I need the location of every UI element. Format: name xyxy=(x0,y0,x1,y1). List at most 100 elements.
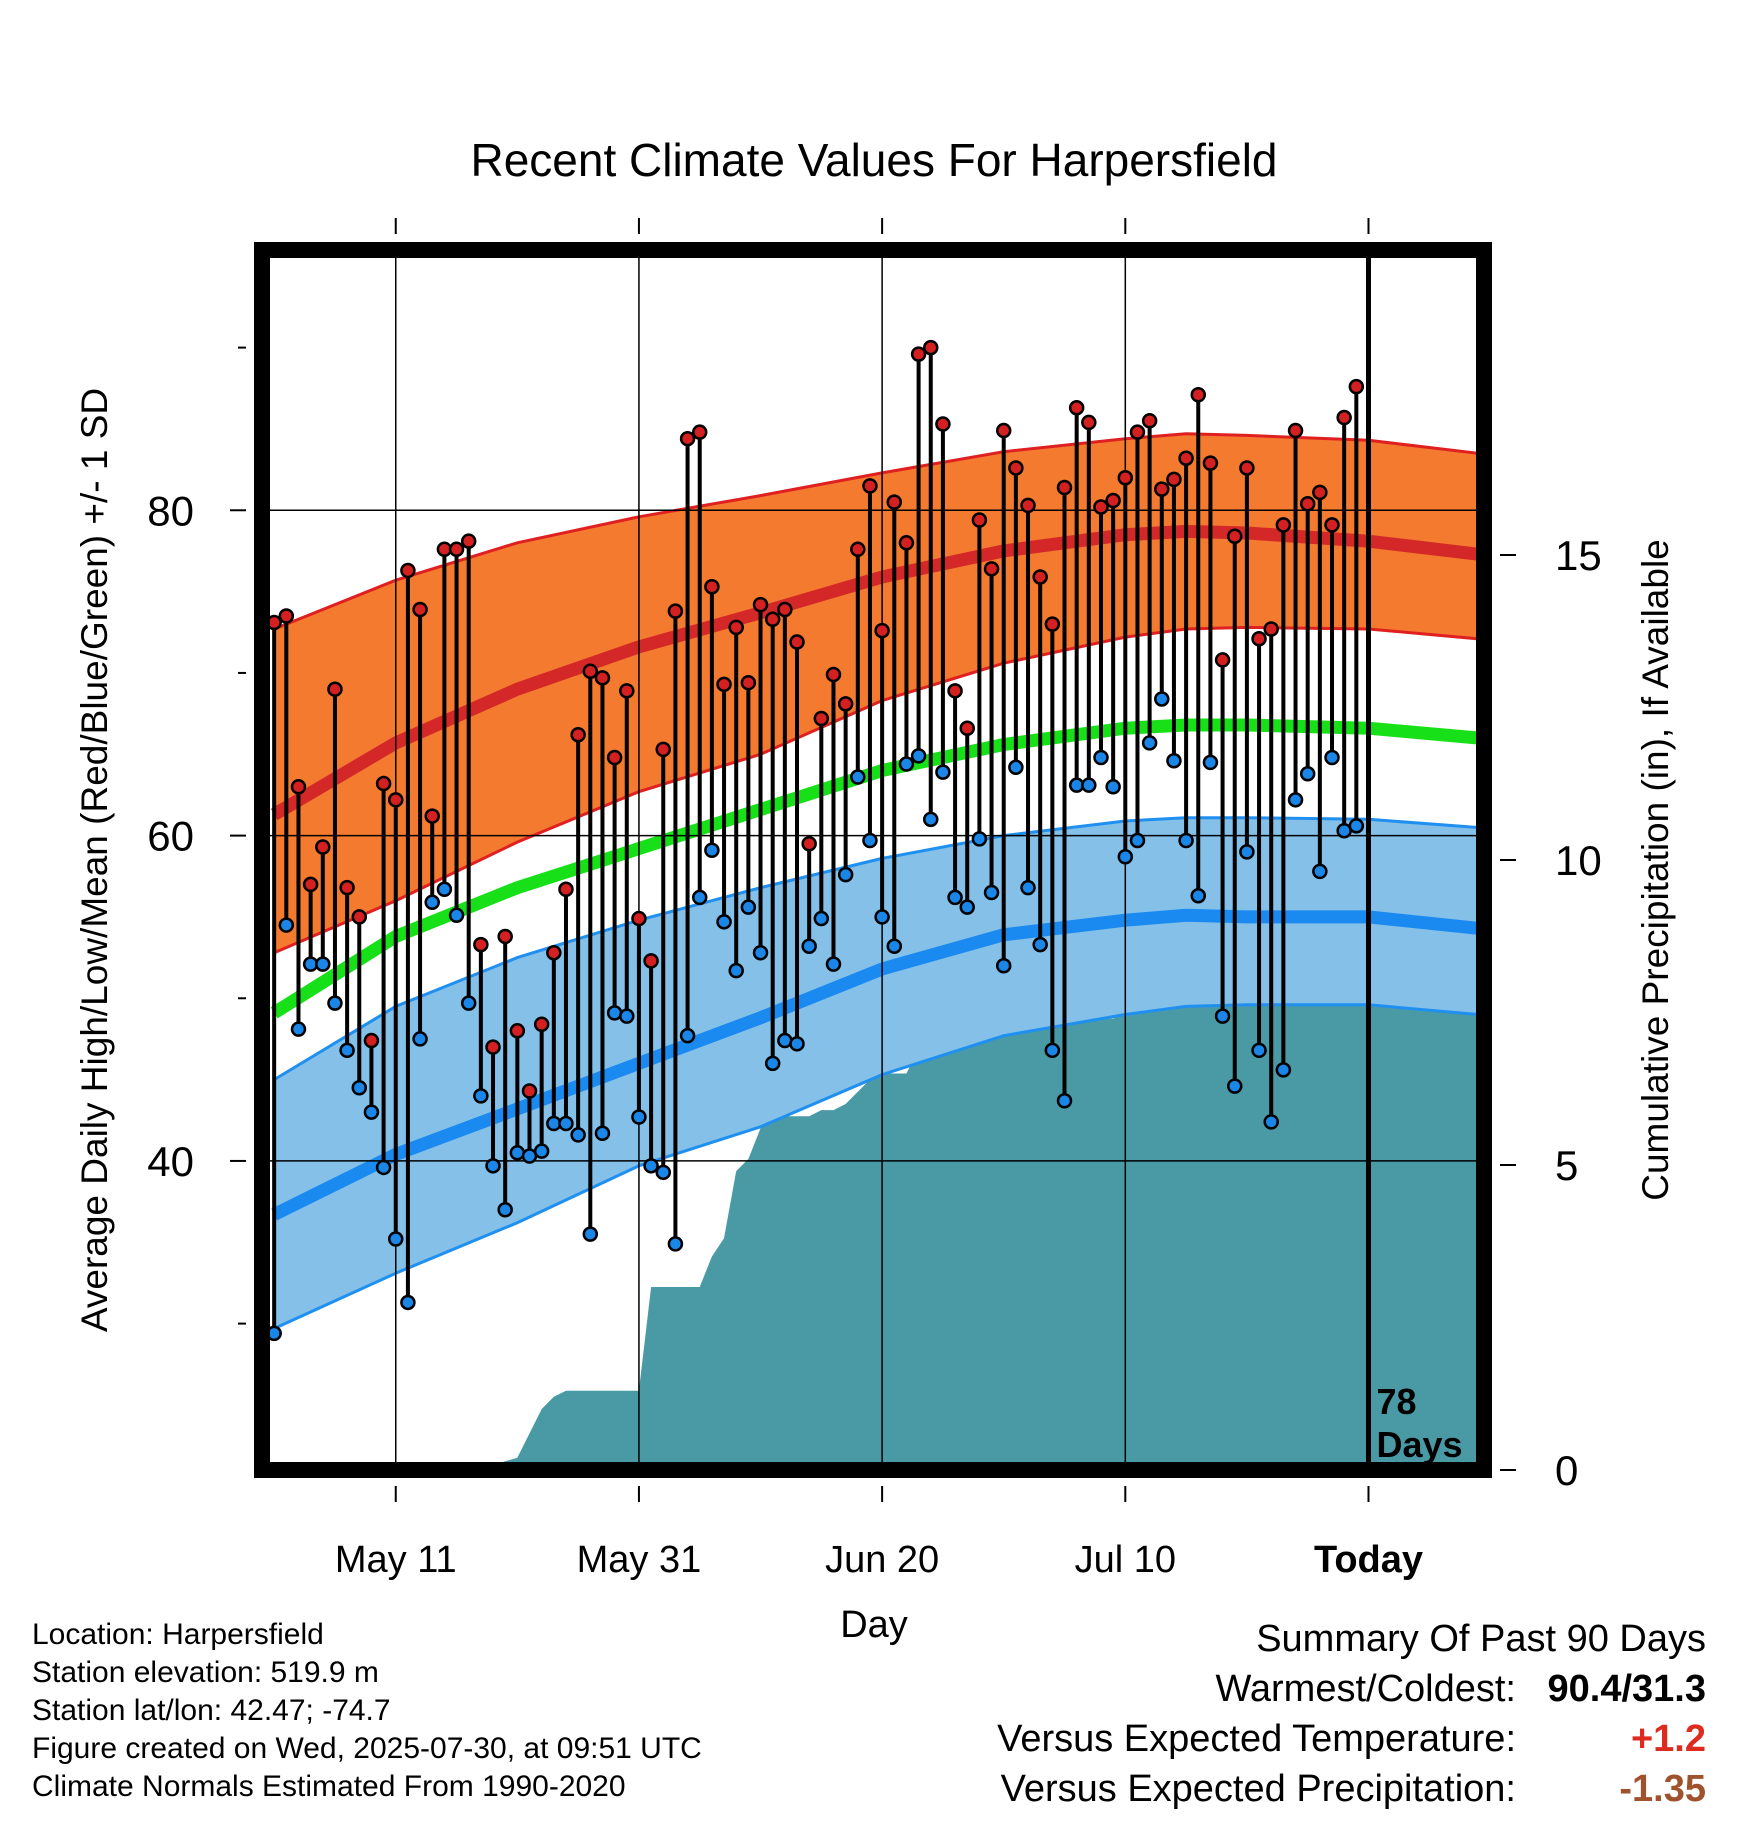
daily-high-point xyxy=(1081,414,1097,431)
daily-low-point xyxy=(400,1294,416,1311)
daily-high-point xyxy=(1129,424,1146,440)
daily-low-point xyxy=(315,956,331,972)
daily-low-point xyxy=(983,884,1000,901)
daily-low-point xyxy=(582,1226,599,1242)
daily-low-point xyxy=(1081,777,1097,793)
daily-low-point xyxy=(1105,779,1121,795)
daily-low-point xyxy=(1190,888,1207,904)
y-tick-label-right: 0 xyxy=(1555,1447,1578,1494)
latlon-text: Station lat/lon: 42.47; -74.7 xyxy=(32,1694,391,1727)
location-text: Location: Harpersfield xyxy=(32,1618,324,1651)
daily-low-point xyxy=(1202,754,1219,771)
daily-high-point xyxy=(1141,413,1158,429)
daily-low-point xyxy=(1214,1008,1231,1024)
daily-high-point xyxy=(1251,631,1267,647)
daily-high-point xyxy=(1324,517,1340,533)
daily-low-point xyxy=(862,832,878,849)
daily-low-point xyxy=(704,842,720,858)
daily-low-point xyxy=(923,811,939,828)
daily-high-point xyxy=(1032,569,1048,585)
x-tick-label: Jun 20 xyxy=(825,1539,939,1581)
daily-high-point xyxy=(1190,387,1207,403)
daily-low-point xyxy=(1275,1062,1292,1078)
daily-high-point xyxy=(521,1083,538,1099)
daily-high-point xyxy=(339,879,355,896)
daily-low-point xyxy=(436,881,453,898)
daily-low-point xyxy=(363,1104,380,1120)
daily-high-point xyxy=(1214,652,1231,668)
daily-high-point xyxy=(923,339,939,356)
daily-low-point xyxy=(1056,1092,1073,1109)
daily-low-point xyxy=(898,756,915,772)
daily-low-point xyxy=(935,764,951,780)
y-tick-label-left: 60 xyxy=(147,813,194,860)
daily-high-point xyxy=(473,936,489,953)
elevation-text: Station elevation: 519.9 m xyxy=(32,1656,379,1689)
daily-low-point xyxy=(643,1158,659,1174)
daily-low-point xyxy=(570,1127,586,1143)
summary-heading: Summary Of Past 90 Days xyxy=(1256,1618,1706,1660)
today-annotation-unit: Days xyxy=(1376,1424,1462,1465)
daily-low-point xyxy=(1324,749,1340,766)
daily-low-point xyxy=(460,995,477,1011)
daily-high-point xyxy=(716,676,732,693)
daily-high-point xyxy=(728,619,744,636)
x-tick-label: May 31 xyxy=(577,1539,702,1581)
daily-low-point xyxy=(691,889,708,906)
chart-title: Recent Climate Values For Harpersfield xyxy=(470,134,1277,186)
summary-panel: Summary Of Past 90 Days Warmest/Coldest:… xyxy=(997,1614,1706,1814)
daily-high-point xyxy=(655,741,672,758)
daily-high-point xyxy=(983,561,1000,577)
daily-high-point xyxy=(1239,460,1255,476)
summary-temp-row: Versus Expected Temperature: +1.2 xyxy=(997,1714,1706,1764)
daily-high-point xyxy=(704,578,720,595)
plot-content xyxy=(262,0,1484,1470)
daily-low-point xyxy=(740,899,757,915)
daily-high-point xyxy=(533,1016,550,1033)
daily-low-point xyxy=(558,1115,574,1132)
daily-high-point xyxy=(412,601,428,618)
daily-low-point xyxy=(351,1079,368,1096)
daily-low-point xyxy=(1312,863,1328,880)
daily-low-point xyxy=(1251,1042,1267,1059)
daily-high-point xyxy=(1044,616,1061,632)
daily-low-point xyxy=(850,769,866,785)
daily-high-point xyxy=(1166,471,1182,488)
daily-low-point xyxy=(874,909,890,925)
daily-low-point xyxy=(424,894,440,911)
daily-low-point xyxy=(1032,936,1048,953)
daily-high-point xyxy=(1336,409,1352,426)
daily-high-point xyxy=(1226,528,1243,545)
daily-low-point xyxy=(339,1042,355,1059)
daily-low-point xyxy=(278,917,295,933)
daily-high-point xyxy=(619,683,635,699)
daily-low-point xyxy=(764,1055,781,1072)
daily-low-point xyxy=(1362,0,1375,7)
daily-high-point xyxy=(777,601,793,618)
daily-high-point xyxy=(947,683,963,699)
daily-low-point xyxy=(1287,792,1304,808)
daily-low-point xyxy=(1141,735,1158,751)
daily-high-point xyxy=(290,779,307,795)
daily-low-point xyxy=(1093,749,1109,766)
y-axis-title-right: Cumulative Precipitation (in), If Availa… xyxy=(1635,539,1676,1201)
daily-high-point xyxy=(874,622,890,639)
daily-high-point xyxy=(1287,422,1304,439)
daily-high-point xyxy=(546,944,562,961)
daily-high-point xyxy=(570,726,586,743)
daily-low-point xyxy=(752,944,769,961)
x-tick-label: Today xyxy=(1314,1539,1423,1581)
daily-low-point xyxy=(1348,818,1365,834)
y-tick-label-right: 5 xyxy=(1555,1142,1578,1189)
daily-high-point xyxy=(862,478,878,494)
temp-anomaly-label: Versus Expected Temperature: xyxy=(997,1718,1516,1760)
daily-high-point xyxy=(959,720,975,736)
daily-high-point xyxy=(789,634,805,650)
daily-high-point xyxy=(1117,469,1134,486)
station-info: Location: Harpersfield Station elevation… xyxy=(32,1616,702,1806)
daily-high-point xyxy=(1275,517,1292,533)
daily-low-point xyxy=(959,899,975,915)
daily-low-point xyxy=(813,910,830,927)
daily-high-point xyxy=(1312,484,1328,501)
daily-high-point xyxy=(606,749,623,766)
